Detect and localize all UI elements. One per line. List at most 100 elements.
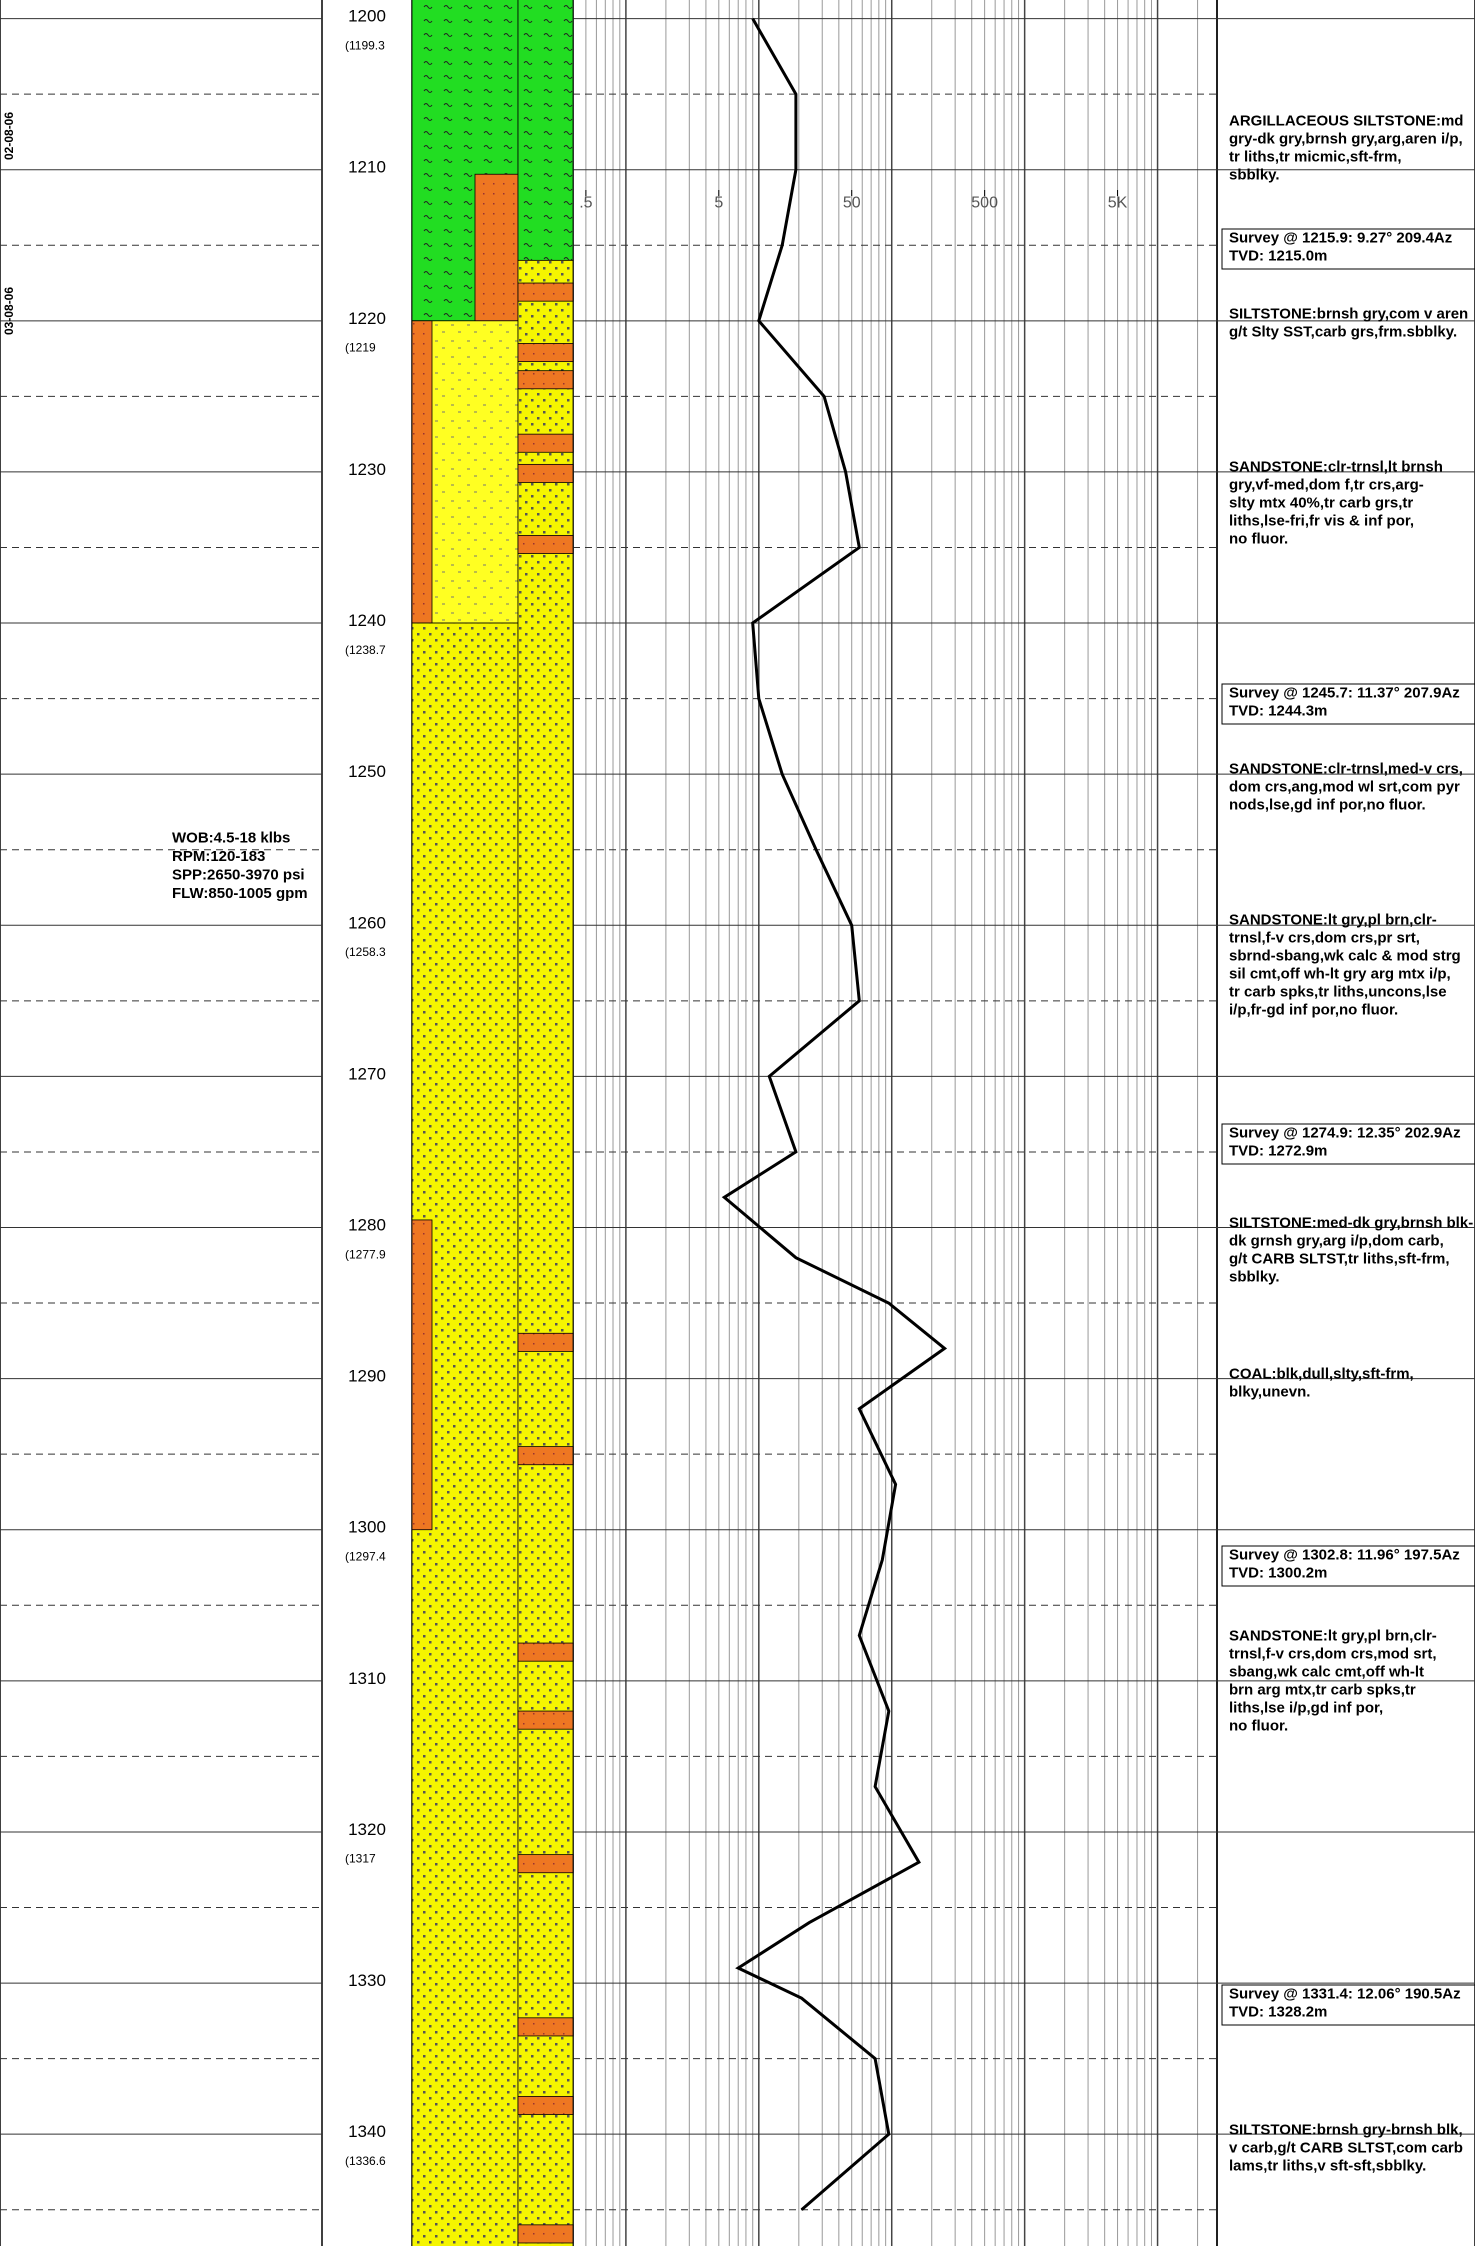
lithology-description: liths,lse i/p,gd inf por, [1229, 1699, 1383, 1716]
depth-label: 1260 [348, 913, 386, 932]
lithology-description: no fluor. [1229, 530, 1288, 547]
depth-label: 1220 [348, 309, 386, 328]
scale-label: 50 [843, 194, 861, 211]
survey-box [1221, 1545, 1475, 1587]
depth-label: 1250 [348, 762, 386, 781]
lithology-block [517, 1710, 574, 1730]
lithology-block [517, 343, 574, 363]
lithology-description: sbblky. [1229, 1268, 1280, 1285]
lithology-description: ARGILLACEOUS SILTSTONE:md [1229, 112, 1463, 129]
drilling-parameter: WOB:4.5-18 klbs [172, 829, 290, 846]
depth-label: 1210 [348, 158, 386, 177]
lithology-block [517, 1642, 574, 1662]
lithology-block [517, 282, 574, 302]
lithology-description: sbrnd-sbang,wk calc & mod strg [1229, 947, 1461, 964]
lithology-description: sbblky. [1229, 166, 1280, 183]
lithology-block [517, 463, 574, 483]
lithology-block [517, 259, 574, 2251]
survey-text: TVD: 1328.2m [1229, 2003, 1327, 2020]
tvd-label: (1219 [345, 341, 376, 355]
lithology-description: blky,unevn. [1229, 1383, 1310, 1400]
tvd-label: (1297.4 [345, 1550, 386, 1564]
resistivity-curve [721, 17, 948, 2211]
survey-text: Survey @ 1215.9: 9.27° 209.4Az [1229, 229, 1452, 246]
scale-label: 5K [1108, 194, 1128, 211]
lithology-block [411, 320, 433, 624]
lithology-description: slty mtx 40%,tr carb grs,tr [1229, 494, 1413, 511]
lithology-block [474, 173, 519, 322]
survey-text: TVD: 1300.2m [1229, 1564, 1327, 1581]
lithology-description: SANDSTONE:clr-trnsl,med-v crs, [1229, 760, 1463, 777]
lithology-description: g/t CARB SLTST,tr liths,sft-frm, [1229, 1250, 1450, 1267]
lithology-description: lams,tr liths,v sft-sft,sbblky. [1229, 2157, 1426, 2174]
lithology-description: SILTSTONE:brnsh gry-brnsh blk, [1229, 2121, 1463, 2138]
date-label: 02-08-06 [2, 112, 16, 160]
lithology-description: g/t Slty SST,carb grs,frm.sbblky. [1229, 323, 1457, 340]
lithology-description: trnsl,f-v crs,dom crs,pr srt, [1229, 929, 1420, 946]
lithology-block [517, 2095, 574, 2115]
depth-label: 1340 [348, 2122, 386, 2141]
lithology-description: dk grnsh gry,arg i/p,dom carb, [1229, 1232, 1444, 1249]
lithology-description: SANDSTONE:clr-trnsl,lt brnsh [1229, 458, 1443, 475]
tvd-label: (1199.3 [345, 38, 385, 52]
depth-label: 1280 [348, 1215, 386, 1234]
depth-label: 1320 [348, 1820, 386, 1839]
drilling-parameter: RPM:120-183 [172, 848, 265, 865]
tvd-label: (1277.9 [345, 1247, 386, 1261]
lithology-description: tr carb spks,tr liths,uncons,lse [1229, 983, 1447, 1000]
lithology-description: COAL:blk,dull,slty,sft-frm, [1229, 1365, 1414, 1382]
lithology-block [517, 1332, 574, 1352]
depth-label: 1300 [348, 1518, 386, 1537]
lithology-description: gry,vf-med,dom f,tr crs,arg- [1229, 476, 1424, 493]
depth-label: 1200 [348, 7, 386, 26]
drilling-parameter: SPP:2650-3970 psi [172, 866, 305, 883]
drilling-parameter: FLW:850-1005 gpm [172, 885, 308, 902]
survey-text: Survey @ 1331.4: 12.06° 190.5Az [1229, 1985, 1461, 2002]
depth-label: 1330 [348, 1971, 386, 1990]
lithology-description: SANDSTONE:lt gry,pl brn,clr- [1229, 1627, 1437, 1644]
survey-box [1221, 1123, 1475, 1165]
lithology-block [411, 1219, 433, 1531]
lithology-description: SILTSTONE:med-dk gry,brnsh blk- [1229, 1214, 1473, 1231]
lithology-description: SILTSTONE:brnsh gry,com v aren [1229, 305, 1468, 322]
scale-label: 5 [714, 194, 723, 211]
lithology-description: v carb,g/t CARB SLTST,com carb [1229, 2139, 1463, 2156]
date-label: 03-08-06 [2, 287, 16, 335]
lithology-block [517, 2224, 574, 2244]
lithology-description: no fluor. [1229, 1717, 1288, 1734]
survey-text: Survey @ 1274.9: 12.35° 202.9Az [1229, 1124, 1461, 1141]
survey-box [1221, 1984, 1475, 2026]
labels: 1200 (1199.3 1210 1220 (1219 1230 1240 (1238.7 1… [2, 7, 1128, 2168]
survey-box [1221, 228, 1475, 270]
lithology-description: SANDSTONE:lt gry,pl brn,clr- [1229, 911, 1437, 928]
lithology-block [517, 370, 574, 390]
lithology-block [517, 0, 574, 261]
tvd-label: (1238.7 [345, 643, 386, 657]
lithology-description: sbang,wk calc cmt,off wh-lt [1229, 1663, 1424, 1680]
depth-label: 1270 [348, 1064, 386, 1083]
survey-text: TVD: 1215.0m [1229, 247, 1327, 264]
depth-label: 1310 [348, 1669, 386, 1688]
depth-label: 1230 [348, 460, 386, 479]
depth-label: 1290 [348, 1367, 386, 1386]
lithology-block [517, 433, 574, 453]
lithology-description: tr liths,tr micmic,sft-frm, [1229, 148, 1402, 165]
lithology-description: gry-dk gry,brnsh gry,arg,aren i/p, [1229, 130, 1463, 147]
lithology-description: nods,lse,gd inf por,no fluor. [1229, 796, 1426, 813]
depth-label: 1240 [348, 611, 386, 630]
lithology-description: i/p,fr-gd inf por,no fluor. [1229, 1001, 1398, 1018]
lithology [411, 0, 574, 2251]
lithology-block [517, 534, 574, 554]
tvd-label: (1336.6 [345, 2154, 386, 2168]
lithology-description: brn arg mtx,tr carb spks,tr [1229, 1681, 1416, 1698]
lithology-description: liths,lse-fri,fr vis & inf por, [1229, 512, 1414, 529]
lithology-block [517, 2017, 574, 2037]
tvd-label: (1258.3 [345, 945, 386, 959]
survey-text: TVD: 1272.9m [1229, 1142, 1327, 1159]
lithology-description: sil cmt,off wh-lt gry arg mtx i/p, [1229, 965, 1451, 982]
lithology-description: trnsl,f-v crs,dom crs,mod srt, [1229, 1645, 1437, 1662]
scale-label: .5 [579, 194, 592, 211]
survey-text: TVD: 1244.3m [1229, 702, 1327, 719]
